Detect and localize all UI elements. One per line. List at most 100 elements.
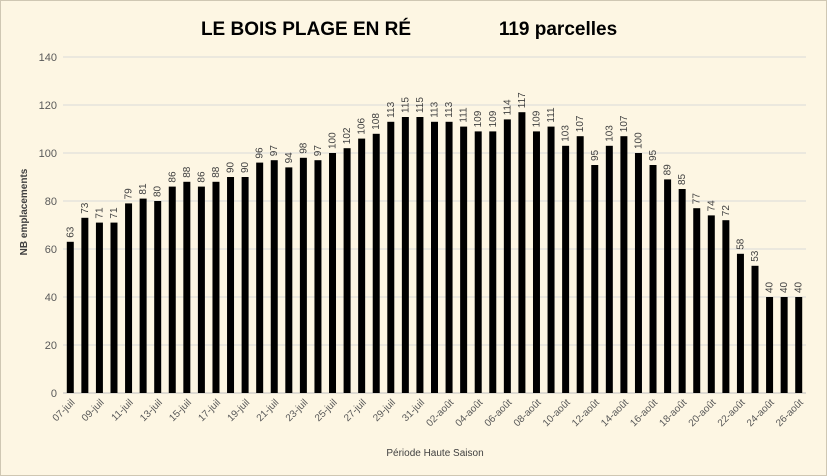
y-tick-label: 80 xyxy=(45,196,57,208)
x-tick-label: 23-juil xyxy=(284,397,311,424)
bar xyxy=(547,126,555,393)
x-tick-label: 21-juil xyxy=(255,397,282,424)
y-tick-label: 120 xyxy=(39,100,57,112)
y-tick-label: 140 xyxy=(39,52,57,64)
x-tick-label: 10-août xyxy=(541,397,573,429)
data-label: 109 xyxy=(531,110,542,127)
bar xyxy=(503,119,511,394)
bar xyxy=(678,189,686,393)
bar xyxy=(343,148,351,393)
bar xyxy=(431,121,438,394)
x-tick-label: 04-août xyxy=(454,397,486,429)
data-label: 107 xyxy=(575,115,586,132)
bar xyxy=(154,201,162,393)
data-label: 40 xyxy=(794,281,805,293)
x-tick-label: 27-juil xyxy=(342,397,369,424)
x-tick-label: 26-août xyxy=(774,397,806,429)
data-label: 95 xyxy=(590,149,601,161)
chart-title: LE BOIS PLAGE EN RÉ xyxy=(201,18,411,40)
bar xyxy=(649,165,657,393)
bar xyxy=(416,117,424,393)
x-axis-ticks: 07-juil 09-juil 11-juil 13-juil 15-juil 17-ju… xyxy=(51,397,806,429)
bar xyxy=(212,181,220,393)
bar xyxy=(66,241,74,393)
bar xyxy=(197,186,205,393)
data-label: 72 xyxy=(721,205,732,217)
bar xyxy=(372,133,380,394)
data-label: 106 xyxy=(357,117,368,134)
bar xyxy=(299,157,307,393)
data-label: 103 xyxy=(561,125,572,142)
bar xyxy=(183,181,191,393)
data-label: 40 xyxy=(765,281,776,293)
y-tick-label: 0 xyxy=(51,388,57,400)
data-label: 77 xyxy=(692,193,703,205)
bar xyxy=(591,165,599,393)
bar xyxy=(576,136,584,393)
y-axis-ticks: 0 20 40 60 80 100 120 140 xyxy=(39,52,57,400)
bar xyxy=(168,186,176,393)
bar xyxy=(110,222,118,393)
data-label: 113 xyxy=(430,101,441,117)
data-label: 81 xyxy=(138,183,149,195)
bar xyxy=(270,160,278,393)
bar xyxy=(256,162,264,393)
data-label: 85 xyxy=(677,173,688,185)
bar xyxy=(314,160,322,393)
x-tick-label: 07-juil xyxy=(51,397,78,424)
data-label: 90 xyxy=(226,161,237,173)
bar xyxy=(358,138,366,393)
bar xyxy=(387,121,395,394)
data-label: 73 xyxy=(80,202,91,214)
bar xyxy=(139,198,147,393)
x-tick-label: 24-août xyxy=(745,397,777,429)
bar xyxy=(241,177,249,393)
y-axis-title: NB emplacements xyxy=(19,168,30,255)
data-label: 115 xyxy=(400,97,411,113)
bars xyxy=(66,112,803,394)
data-label: 98 xyxy=(298,142,309,154)
data-label: 100 xyxy=(633,132,644,149)
data-label: 63 xyxy=(65,226,76,238)
chart-subtitle: 119 parcelles xyxy=(499,19,617,40)
data-label: 97 xyxy=(313,145,324,157)
bar xyxy=(125,203,133,393)
data-label: 97 xyxy=(269,145,280,157)
data-label: 117 xyxy=(517,92,528,108)
data-label: 58 xyxy=(735,238,746,250)
data-label: 53 xyxy=(750,250,761,262)
bar xyxy=(605,145,613,393)
data-label: 108 xyxy=(371,113,382,130)
data-label: 88 xyxy=(211,166,222,178)
data-label: 111 xyxy=(546,107,557,123)
x-tick-label: 29-juil xyxy=(371,397,398,424)
bar xyxy=(401,117,409,393)
bar xyxy=(445,121,453,394)
data-label: 71 xyxy=(109,207,120,219)
bar xyxy=(634,153,642,393)
data-label: 90 xyxy=(240,161,251,173)
x-tick-label: 20-août xyxy=(687,397,719,429)
bar xyxy=(780,297,788,393)
bar xyxy=(736,253,744,393)
bar xyxy=(532,131,540,393)
data-label: 86 xyxy=(196,171,207,183)
x-tick-label: 17-juil xyxy=(196,397,223,424)
x-tick-label: 13-juil xyxy=(138,397,165,424)
bar xyxy=(329,153,337,393)
data-label: 88 xyxy=(182,166,193,178)
x-tick-label: 31-juil xyxy=(400,397,427,424)
data-label: 71 xyxy=(94,207,105,219)
y-tick-label: 60 xyxy=(45,244,57,256)
bar xyxy=(693,208,701,393)
bar xyxy=(460,126,468,393)
y-tick-label: 40 xyxy=(45,292,57,304)
x-tick-label: 16-août xyxy=(628,397,660,429)
data-label: 94 xyxy=(284,152,295,164)
data-label: 103 xyxy=(604,125,615,142)
x-tick-label: 18-août xyxy=(658,397,690,429)
bar xyxy=(722,220,730,393)
y-tick-label: 100 xyxy=(39,148,57,160)
